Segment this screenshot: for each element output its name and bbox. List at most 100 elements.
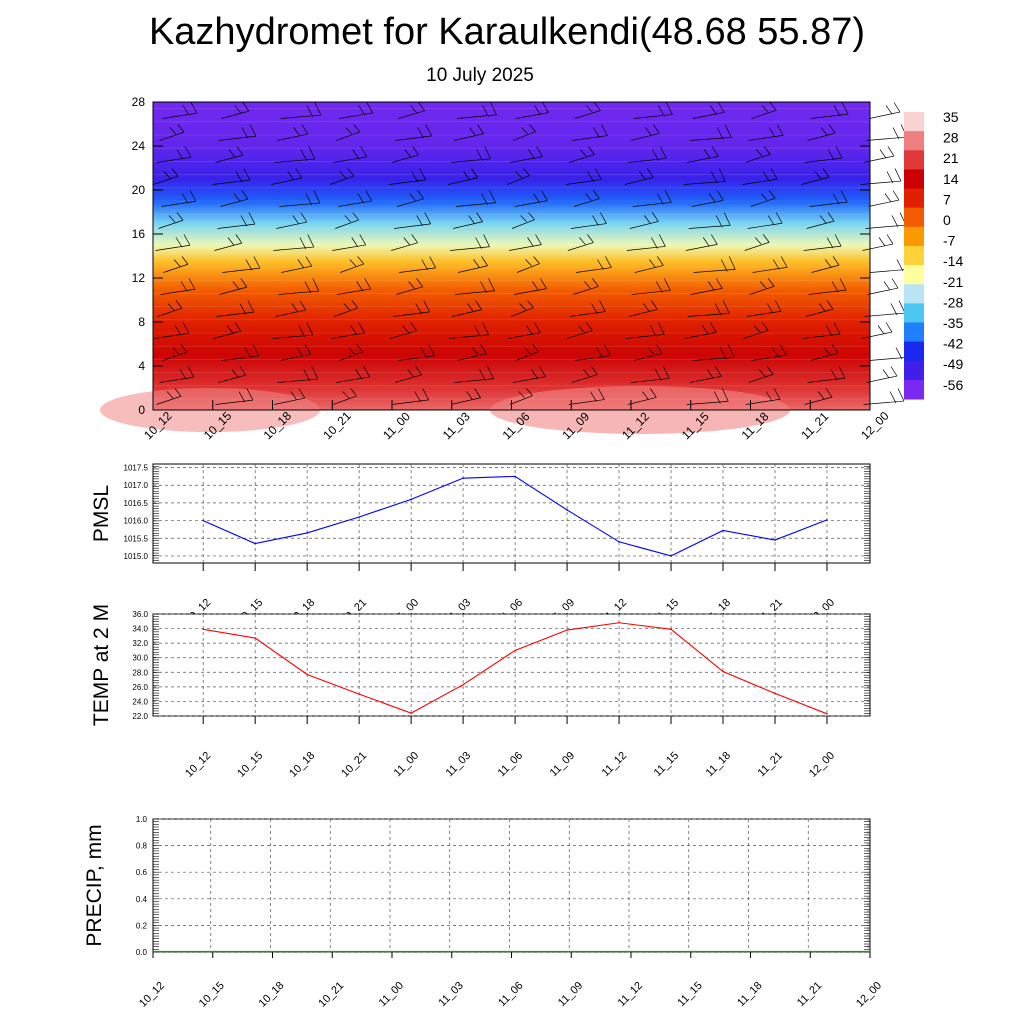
wind-barb [803,234,842,251]
y-tick-label: 24 [132,139,146,153]
wind-barb [807,124,836,141]
wind-barb [565,168,602,185]
wind-barb [454,366,494,383]
wind-barb [332,234,367,251]
data-point [722,670,724,673]
wind-barb [687,300,730,317]
wind-barb [456,190,496,207]
wind-barb [801,168,830,185]
data-point [826,713,828,715]
wind-barb [451,146,491,163]
y-tick-label: 32.0 [132,639,148,648]
wind-barb [631,278,671,295]
wind-barb [449,322,489,339]
wind-barb [509,388,533,405]
wind-barb [691,190,724,207]
wind-barb [744,234,770,251]
wind-barb [869,344,911,361]
wind-barb [810,344,839,361]
wind-barb [333,146,368,163]
data-point [566,629,568,631]
wind-barb [392,388,429,405]
wind-barb [159,366,195,383]
wind-barb [221,102,250,119]
colorbar-label: -49 [943,356,963,372]
x-tick-label: 11_21 [795,980,825,1010]
x-tick-label: 11_15 [675,980,705,1010]
x-tick-label: 11_00 [392,750,422,780]
wind-barb [394,212,431,229]
plot-frame [152,613,871,717]
wind-barb [218,124,257,141]
data-point [566,509,568,511]
wind-barb [395,124,432,141]
wind-barb [274,388,306,405]
wind-barb [395,366,422,383]
wind-barb [277,124,309,141]
x-tick-label: 11_00 [377,980,407,1010]
wind-barb [212,168,251,185]
x-tick-label: 10_21 [339,750,369,780]
wind-barb [514,190,548,207]
wind-barb [457,344,487,361]
wind-barb [398,102,425,119]
page-subtitle: 10 July 2025 [426,65,534,86]
y-tick-label: 1017.5 [124,464,149,473]
wind-barb [158,212,184,229]
data-point [410,712,412,714]
data-point [254,542,256,545]
wind-barb [752,256,788,273]
wind-barb [511,212,535,229]
x-tick-label: 10_12 [137,980,167,1010]
wind-barb [810,102,849,119]
wind-barb [506,168,530,185]
wind-barb [751,102,777,119]
wind-barb [278,278,320,295]
data-point [462,477,464,479]
x-tick-label: 11_03 [444,750,474,780]
wind-barb [567,234,594,251]
wind-barb [804,388,833,405]
y-axis-label: PMSL [90,485,113,542]
wind-barb [685,234,718,251]
wind-barb [450,234,490,251]
wind-barb [393,300,430,317]
wind-barb [750,190,776,207]
x-tick-label: 10_18 [287,750,317,780]
wind-barb [339,344,364,361]
x-tick-label: 12_00 [858,408,892,442]
wind-barb [633,344,663,361]
wind-barb [625,322,665,339]
wind-barb [568,146,595,163]
wind-barb [869,102,901,119]
wind-barb [338,190,373,207]
wind-barb [336,124,361,141]
wind-barb [864,300,906,317]
wind-barb [448,168,478,185]
plot-frame [152,818,871,953]
colorbar-band [904,131,924,151]
wind-barb [156,146,192,163]
wind-barb [689,366,722,383]
wind-barb [216,300,255,317]
y-tick-label: 4 [138,359,145,373]
wind-barb [396,278,423,295]
x-tick-label: 10_21 [320,408,354,442]
wind-barb [398,344,435,361]
y-tick-label: 28 [132,95,146,109]
wind-barb [157,300,183,317]
wind-barb [163,256,189,273]
wind-barb [219,278,248,295]
x-tick-label: 11_18 [704,750,734,780]
wind-barb [626,234,666,251]
x-tick-label: 11_09 [556,980,586,1010]
wind-barb [693,256,736,273]
wind-barb [339,102,374,119]
y-tick-label: 16 [132,227,146,241]
wind-barb [279,190,321,207]
wind-barb [218,366,247,383]
colorbar-label: -56 [943,377,963,393]
x-tick-label: 11_21 [756,750,786,780]
y-tick-label: 24.0 [132,697,148,706]
colorbar-band [904,169,924,190]
